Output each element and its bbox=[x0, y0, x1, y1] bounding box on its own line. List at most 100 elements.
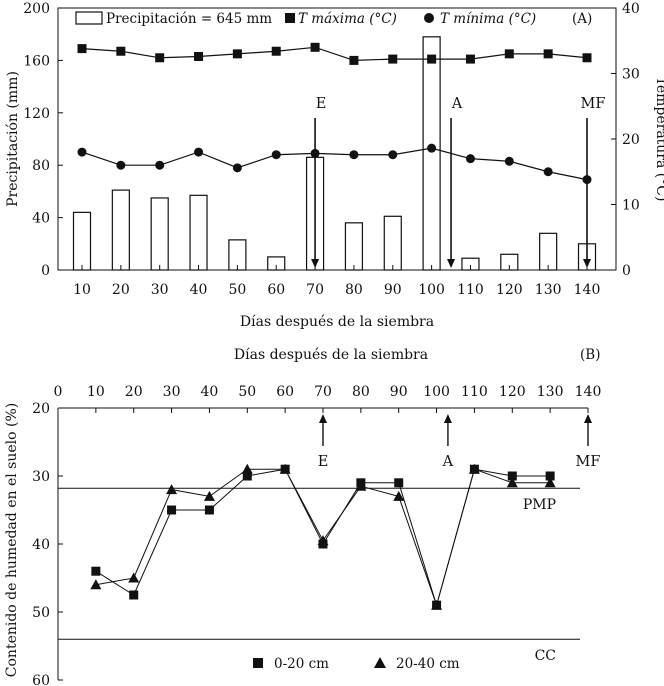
moisture-point-square bbox=[129, 590, 139, 600]
tmin-line bbox=[81, 147, 588, 181]
tmin-point bbox=[271, 150, 281, 160]
x-tick-label-a: 50 bbox=[228, 282, 246, 298]
moisture-point-triangle bbox=[203, 490, 215, 501]
y-tick-label-right: 40 bbox=[622, 1, 640, 17]
precipitation-bar bbox=[539, 232, 558, 271]
y-tick-label-b: 60 bbox=[32, 673, 50, 686]
tmax-point bbox=[310, 42, 320, 52]
x-tick-label-a: 70 bbox=[306, 282, 324, 298]
x-tick-label-a: 20 bbox=[112, 282, 130, 298]
x-tick-label-b: 140 bbox=[575, 384, 602, 400]
panel-a-xlabel: Días después de la siembra bbox=[240, 314, 434, 330]
reference-label: CC bbox=[535, 648, 556, 664]
moisture-point-triangle bbox=[279, 463, 291, 474]
legend-tmin-marker bbox=[424, 13, 434, 23]
moisture-point-square bbox=[167, 505, 177, 515]
stage-arrowhead-b bbox=[443, 414, 452, 423]
x-tick-label-b: 100 bbox=[423, 384, 450, 400]
y-tick-label-right: 30 bbox=[622, 67, 640, 83]
stage-arrowhead-a bbox=[311, 259, 320, 268]
panel-a-ticks: 10 20 30 40 50 60 70 80 90 100 110 120 130 1400408012… bbox=[23, 1, 640, 298]
y-tick-label-left: 80 bbox=[32, 158, 50, 174]
temperature-lines bbox=[77, 42, 592, 185]
moisture-point-square bbox=[242, 471, 252, 481]
tmax-point bbox=[194, 51, 204, 61]
panel-b-xlabel: Días después de la siembra bbox=[234, 347, 428, 363]
moisture-point-triangle bbox=[468, 463, 480, 474]
tmax-line bbox=[81, 46, 588, 62]
legend-20-40-marker bbox=[374, 657, 386, 668]
tmin-point bbox=[427, 143, 437, 153]
y-tick-label-right: 20 bbox=[622, 132, 640, 148]
legend-tmin: T mínima (°C) bbox=[440, 11, 536, 27]
moisture-point-triangle bbox=[128, 572, 140, 583]
moisture-point-triangle bbox=[544, 477, 556, 488]
x-tick-label-a: 10 bbox=[73, 282, 91, 298]
y-tick-label-left: 120 bbox=[23, 106, 50, 122]
precipitation-bar bbox=[422, 36, 441, 271]
panel-b-annotations: E A MF bbox=[318, 414, 601, 470]
moisture-point-triangle bbox=[90, 579, 102, 590]
moisture-point-triangle bbox=[393, 490, 405, 501]
y-tick-label-b: 40 bbox=[32, 537, 50, 553]
moisture-point-square bbox=[394, 478, 404, 488]
x-tick-label-a: 30 bbox=[151, 282, 169, 298]
legend-20-40: 20-40 cm bbox=[396, 656, 460, 672]
legend-tmax-marker bbox=[285, 13, 295, 23]
legend-bar-swatch bbox=[75, 11, 103, 25]
x-tick-label-b: 80 bbox=[352, 384, 370, 400]
tmax-point bbox=[504, 49, 514, 59]
x-tick-label-b: 110 bbox=[461, 384, 488, 400]
moisture-point-triangle bbox=[506, 477, 518, 488]
panel-b-ylabel: Contenido de humedad en el suelo (%) bbox=[4, 403, 20, 677]
x-tick-label-b: 20 bbox=[125, 384, 143, 400]
y-tick-label-left: 160 bbox=[23, 53, 50, 69]
panel-b-label: (B) bbox=[580, 347, 600, 363]
panel-b: Días después de la siembra (B) 0 10 20 30 40… bbox=[4, 347, 601, 686]
x-tick-label-a: 40 bbox=[190, 282, 208, 298]
panel-a-legend: Precipitación = 645 mm T máxima (°C) T m… bbox=[75, 11, 592, 27]
x-tick-label-b: 50 bbox=[238, 384, 256, 400]
y-tick-label-left: 200 bbox=[23, 1, 50, 17]
moisture-point-triangle bbox=[355, 480, 367, 491]
x-tick-label-b: 90 bbox=[390, 384, 408, 400]
y-tick-label-left: 40 bbox=[32, 211, 50, 227]
stage-arrowhead-b bbox=[319, 414, 327, 423]
moisture-point-square bbox=[91, 566, 101, 576]
x-tick-label-b: 30 bbox=[163, 384, 181, 400]
x-tick-label-a: 140 bbox=[574, 282, 601, 298]
tmin-point bbox=[155, 160, 165, 170]
tmax-point bbox=[465, 54, 475, 64]
tmax-point bbox=[232, 49, 242, 59]
stage-label-a: MF bbox=[581, 96, 606, 112]
moisture-point-triangle bbox=[431, 599, 443, 610]
precipitation-bar bbox=[189, 194, 208, 271]
tmax-point bbox=[543, 49, 553, 59]
x-tick-label-b: 60 bbox=[276, 384, 294, 400]
tmin-point bbox=[232, 163, 242, 173]
legend-0-20-marker bbox=[253, 658, 263, 668]
x-tick-label-a: 130 bbox=[535, 282, 562, 298]
panel-a-label: (A) bbox=[572, 11, 592, 27]
x-tick-label-a: 100 bbox=[418, 282, 445, 298]
x-tick-label-a: 120 bbox=[496, 282, 523, 298]
moisture-point-triangle bbox=[166, 484, 178, 495]
tmax-point bbox=[427, 54, 437, 64]
stage-arrowhead-a bbox=[447, 259, 456, 268]
precipitation-bar bbox=[150, 197, 169, 271]
tmax-point bbox=[582, 53, 592, 63]
panel-a-annotations: E A MF bbox=[311, 96, 605, 268]
x-tick-label-b: 10 bbox=[87, 384, 105, 400]
tmin-point bbox=[194, 147, 204, 157]
moisture-point-triangle bbox=[317, 535, 329, 546]
y-tick-label-b: 50 bbox=[32, 605, 50, 621]
tmax-point bbox=[349, 55, 359, 65]
stage-label-b: MF bbox=[576, 454, 601, 470]
x-tick-label-a: 80 bbox=[345, 282, 363, 298]
panel-a: 10 20 30 40 50 60 70 80 90 100 110 120 130 1400408012… bbox=[5, 1, 664, 330]
legend-0-20: 0-20 cm bbox=[274, 656, 329, 672]
tmin-point bbox=[465, 154, 475, 164]
precipitation-bar bbox=[72, 211, 92, 271]
y-tick-label-right: 0 bbox=[622, 263, 631, 279]
